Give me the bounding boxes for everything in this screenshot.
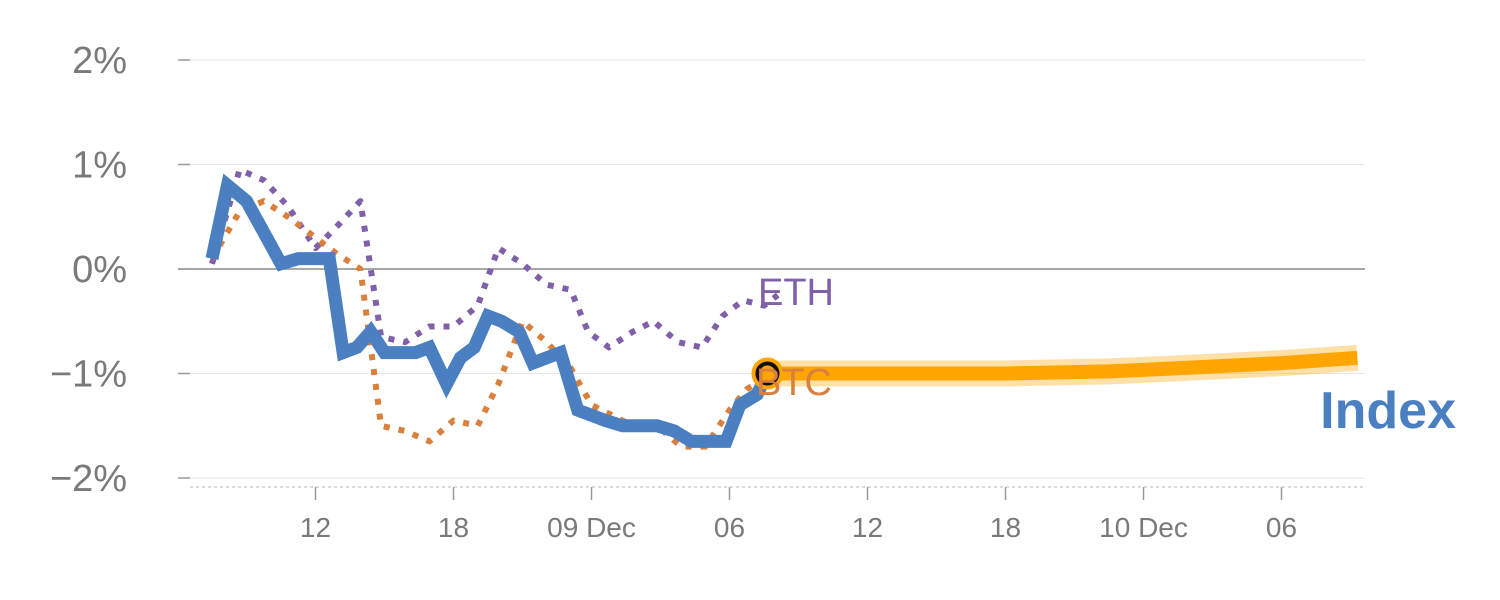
y-tick-label: −1% <box>50 354 127 396</box>
index-line <box>205 173 774 448</box>
y-tick-label: 0% <box>72 249 127 291</box>
eth-line <box>209 166 780 351</box>
x-tick-label: 18 <box>990 512 1021 543</box>
y-tick-label: −2% <box>50 458 127 500</box>
x-tick-label: 06 <box>714 512 745 543</box>
btc-line <box>209 198 766 450</box>
x-tick-label: 12 <box>852 512 883 543</box>
series <box>205 166 1359 450</box>
x-tick-label: 18 <box>438 512 469 543</box>
x-tick-label: 06 <box>1266 512 1297 543</box>
x-tick-label: 12 <box>300 512 331 543</box>
btc-label: BTC <box>756 362 832 404</box>
x-tick-label: 09 Dec <box>547 512 636 543</box>
y-tick-label: 2% <box>72 40 127 82</box>
eth-label: ETH <box>758 272 834 314</box>
current-value-marker-ring <box>755 361 780 386</box>
x-tick-label: 10 Dec <box>1099 512 1188 543</box>
y-tick-label: 1% <box>72 145 127 187</box>
forecast-line <box>767 350 1358 381</box>
index-label: Index <box>1320 382 1456 440</box>
series-labels: ETH BTC Index <box>756 272 1456 440</box>
axes: −2% −1% 0% 1% 2% 12 18 09 Dec 06 12 18 10 Dec 06 <box>50 40 1365 543</box>
